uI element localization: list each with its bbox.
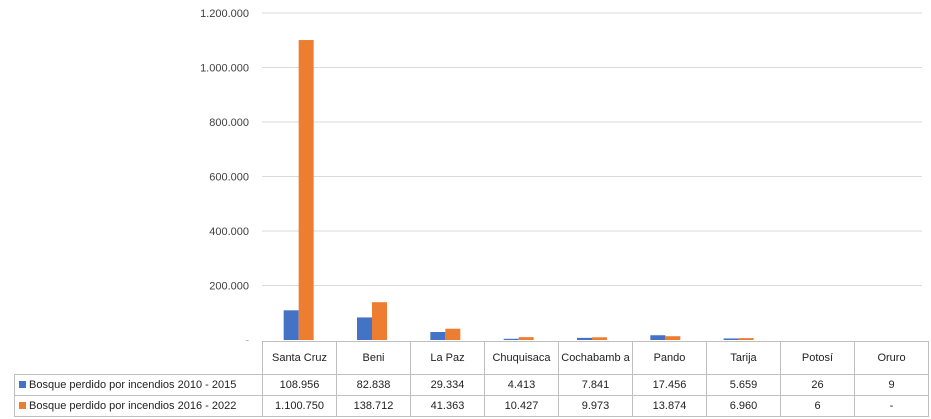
data-label: 6: [780, 395, 855, 417]
bar-2010-2015-chuquisaca: [503, 338, 519, 340]
data-label: 17.456: [632, 374, 707, 396]
data-label: 26: [780, 374, 855, 396]
bar-2016-2022-chuquisaca: [518, 337, 534, 340]
x-tick-label: Potosí: [780, 341, 855, 375]
x-tick-label: La Paz: [410, 341, 485, 375]
data-label: 1.100.750: [262, 395, 337, 417]
data-label: 138.712: [336, 395, 411, 417]
data-label: -: [854, 395, 929, 417]
bar-2016-2022-la-paz: [445, 328, 461, 340]
x-tick-label: Beni: [336, 341, 411, 375]
data-label: 5.659: [706, 374, 781, 396]
data-label: 9: [854, 374, 929, 396]
data-label: 82.838: [336, 374, 411, 396]
legend-swatch-orange: [19, 401, 26, 409]
legend-label: Bosque perdido por incendios 2016 - 2022: [29, 399, 237, 412]
bar-2016-2022-santa-cruz: [298, 40, 314, 340]
data-label: 108.956: [262, 374, 337, 396]
legend-label: Bosque perdido por incendios 2010 - 2015: [29, 378, 237, 391]
data-table: Santa Cruz Beni La Paz Chuquisaca Cochab…: [14, 341, 929, 417]
y-tick-label: 200.000: [209, 281, 249, 293]
series-row-2010-2015: Bosque perdido por incendios 2010 - 2015…: [14, 374, 929, 396]
data-label: 9.973: [558, 395, 633, 417]
bar-2010-2015-la-paz: [430, 332, 446, 340]
y-tick-label: 400.000: [209, 226, 249, 238]
bar-chart: - 200.000 400.000 600.000 800.000 1.000.000 1.…: [200, 8, 922, 341]
bar-2010-2015-pando: [650, 335, 666, 340]
bars: [283, 40, 886, 340]
data-label: 10.427: [484, 395, 559, 417]
data-label: 6.960: [706, 395, 781, 417]
data-label: 7.841: [558, 374, 633, 396]
bar-2016-2022-cochabamba: [592, 337, 607, 340]
bar-2016-2022-tarija: [738, 338, 754, 340]
bar-2010-2015-beni: [357, 317, 372, 340]
y-axis: - 200.000 400.000 600.000 800.000 1.000.000 1.…: [200, 8, 249, 341]
y-tick-label: 1.000.000: [200, 63, 249, 75]
table-corner: [14, 341, 263, 375]
bar-2016-2022-beni: [372, 302, 387, 340]
data-label: 41.363: [410, 395, 485, 417]
y-tick-label: 600.000: [209, 172, 249, 184]
data-label: 4.413: [484, 374, 559, 396]
y-tick-label: 1.200.000: [200, 8, 249, 20]
bar-2016-2022-pando: [665, 336, 681, 340]
category-header-row: Santa Cruz Beni La Paz Chuquisaca Cochab…: [14, 341, 929, 375]
x-tick-label: Oruro: [854, 341, 929, 375]
legend-entry: Bosque perdido por incendios 2010 - 2015: [14, 374, 263, 396]
gridlines: [262, 12, 922, 286]
x-tick-label: Tarija: [706, 341, 781, 375]
y-tick-label: -: [245, 335, 249, 341]
x-tick-label: Cochabamb a: [558, 341, 633, 375]
bar-2010-2015-santa-cruz: [283, 310, 299, 340]
bar-2010-2015-tarija: [723, 338, 739, 340]
x-tick-label: Santa Cruz: [262, 341, 337, 375]
data-label: 13.874: [632, 395, 707, 417]
bar-2010-2015-cochabamba: [577, 337, 592, 340]
x-tick-label: Pando: [632, 341, 707, 375]
legend-entry: Bosque perdido por incendios 2016 - 2022: [14, 395, 263, 417]
series-row-2016-2022: Bosque perdido por incendios 2016 - 2022…: [14, 395, 929, 417]
y-tick-label: 800.000: [209, 117, 249, 129]
legend-swatch-blue: [19, 380, 26, 388]
x-tick-label: Chuquisaca: [484, 341, 559, 375]
data-label: 29.334: [410, 374, 485, 396]
